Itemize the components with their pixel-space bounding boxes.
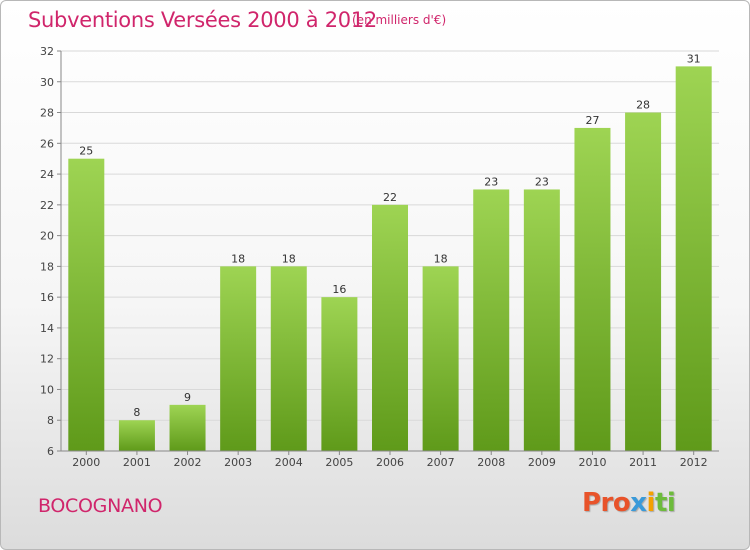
x-tick-label: 2008 (477, 456, 505, 469)
y-tick-label: 32 (40, 45, 54, 58)
y-tick-label: 16 (40, 291, 54, 304)
bar (372, 204, 408, 451)
y-tick-label: 28 (40, 107, 54, 120)
y-tick-label: 12 (40, 353, 54, 366)
bar-value-label: 31 (687, 52, 701, 65)
bar-value-label: 23 (484, 175, 498, 188)
bars (68, 66, 712, 452)
bar-value-label: 25 (79, 145, 93, 158)
bar (523, 189, 560, 451)
bar (625, 112, 662, 452)
y-tick-label: 10 (40, 383, 54, 396)
bar (675, 66, 712, 451)
x-tick-label: 2012 (680, 456, 708, 469)
bar (68, 158, 105, 451)
y-tick-label: 20 (40, 230, 54, 243)
x-tick-label: 2006 (376, 456, 404, 469)
chart-title: Subventions Versées 2000 à 2012 (28, 8, 377, 32)
bar-value-label: 22 (383, 191, 397, 204)
brand-logo: Proxiti (582, 488, 676, 518)
bar-value-label: 18 (231, 252, 245, 265)
axes (57, 50, 719, 455)
bar (473, 189, 510, 451)
y-tick-label: 30 (40, 76, 54, 89)
bar-value-label: 18 (434, 252, 448, 265)
y-tick-label: 6 (47, 445, 54, 458)
bar-value-label: 9 (184, 391, 191, 404)
bar (118, 420, 155, 451)
bar-value-label: 28 (636, 99, 650, 112)
bar (422, 266, 459, 451)
bar-value-label: 23 (535, 175, 549, 188)
x-tick-label: 2000 (72, 456, 100, 469)
y-tick-label: 26 (40, 137, 54, 150)
chart-subtitle: (en milliers d'€) (352, 13, 447, 27)
bar (574, 127, 611, 451)
x-tick-label: 2003 (224, 456, 252, 469)
x-tick-label: 2004 (275, 456, 303, 469)
x-tick-label: 2005 (325, 456, 353, 469)
y-tick-label: 24 (40, 168, 54, 181)
y-tick-label: 8 (47, 414, 54, 427)
bar-value-label: 16 (332, 283, 346, 296)
y-tick-label: 14 (40, 322, 54, 335)
y-tick-label: 22 (40, 199, 54, 212)
bar (321, 297, 358, 451)
x-tick-label: 2002 (174, 456, 202, 469)
bar (270, 266, 307, 451)
commune-name: BOCOGNANO (38, 495, 163, 517)
bar-value-label: 27 (585, 114, 599, 127)
x-tick-label: 2007 (427, 456, 455, 469)
bar-value-label: 18 (282, 252, 296, 265)
x-tick-label: 2009 (528, 456, 556, 469)
x-tick-label: 2001 (123, 456, 151, 469)
y-tick-label: 18 (40, 260, 54, 273)
bar-value-label: 8 (133, 406, 140, 419)
x-tick-label: 2011 (629, 456, 657, 469)
labels: 6 8 10 12 14 16 18 20 22 24 26 28 30 32 25 2000 8 2001 9 20… (40, 45, 708, 469)
bar (169, 404, 206, 451)
x-tick-label: 2010 (578, 456, 606, 469)
bar (220, 266, 257, 451)
